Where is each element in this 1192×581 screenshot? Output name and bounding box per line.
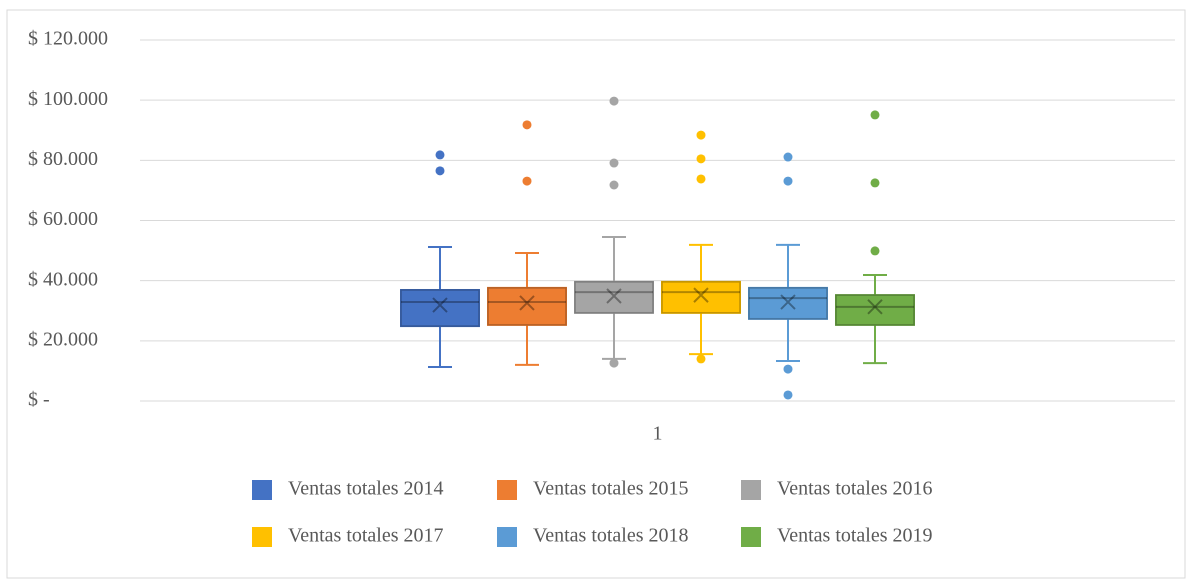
y-tick-label: $ 40.000 — [28, 268, 98, 290]
mean — [606, 288, 622, 304]
outlier — [696, 174, 706, 184]
box — [748, 286, 828, 320]
x-tick-label: 1 — [653, 423, 663, 445]
y-tick-label: $ 60.000 — [28, 208, 98, 230]
box-outline — [400, 289, 480, 327]
outlier — [609, 158, 619, 168]
mean — [780, 294, 796, 310]
outlier — [783, 390, 793, 400]
box — [400, 288, 480, 328]
legend-label: Ventas totales 2016 — [777, 478, 933, 500]
legend-swatch — [741, 527, 761, 547]
legend-swatch — [497, 480, 517, 500]
y-tick-label: $ - — [28, 389, 50, 411]
legend-label: Ventas totales 2017 — [288, 525, 444, 547]
legend-label: Ventas totales 2018 — [533, 525, 689, 547]
legend-swatch — [252, 527, 272, 547]
outlier — [870, 246, 880, 256]
mean — [432, 297, 448, 313]
outlier — [609, 180, 619, 190]
outlier — [870, 178, 880, 188]
outlier — [609, 96, 619, 106]
y-tick-label: $ 20.000 — [28, 328, 98, 350]
outlier — [783, 176, 793, 186]
legend-label: Ventas totales 2019 — [777, 525, 933, 547]
outlier — [696, 130, 706, 140]
legend-label: Ventas totales 2015 — [533, 478, 689, 500]
outlier — [522, 176, 532, 186]
outlier — [696, 354, 706, 364]
outlier — [522, 120, 532, 130]
outlier — [783, 364, 793, 374]
mean — [693, 287, 709, 303]
box — [661, 280, 741, 314]
box-outline — [748, 287, 828, 320]
outlier — [783, 152, 793, 162]
y-tick-label: $ 80.000 — [28, 148, 98, 170]
legend-label: Ventas totales 2014 — [288, 478, 444, 500]
outlier — [870, 110, 880, 120]
box — [835, 294, 915, 326]
box — [487, 286, 567, 326]
box-outline — [835, 294, 915, 326]
legend-swatch — [252, 480, 272, 500]
outlier — [435, 166, 445, 176]
outlier — [435, 150, 445, 160]
mean — [867, 299, 883, 315]
box — [574, 280, 654, 314]
mean — [519, 295, 535, 311]
outlier — [609, 358, 619, 368]
legend-swatch — [741, 480, 761, 500]
legend-swatch — [497, 527, 517, 547]
box-outline — [661, 281, 741, 314]
outlier — [696, 154, 706, 164]
y-tick-label: $ 100.000 — [28, 88, 108, 110]
box-outline — [574, 281, 654, 314]
y-tick-label: $ 120.000 — [28, 28, 108, 50]
box-outline — [487, 287, 567, 326]
